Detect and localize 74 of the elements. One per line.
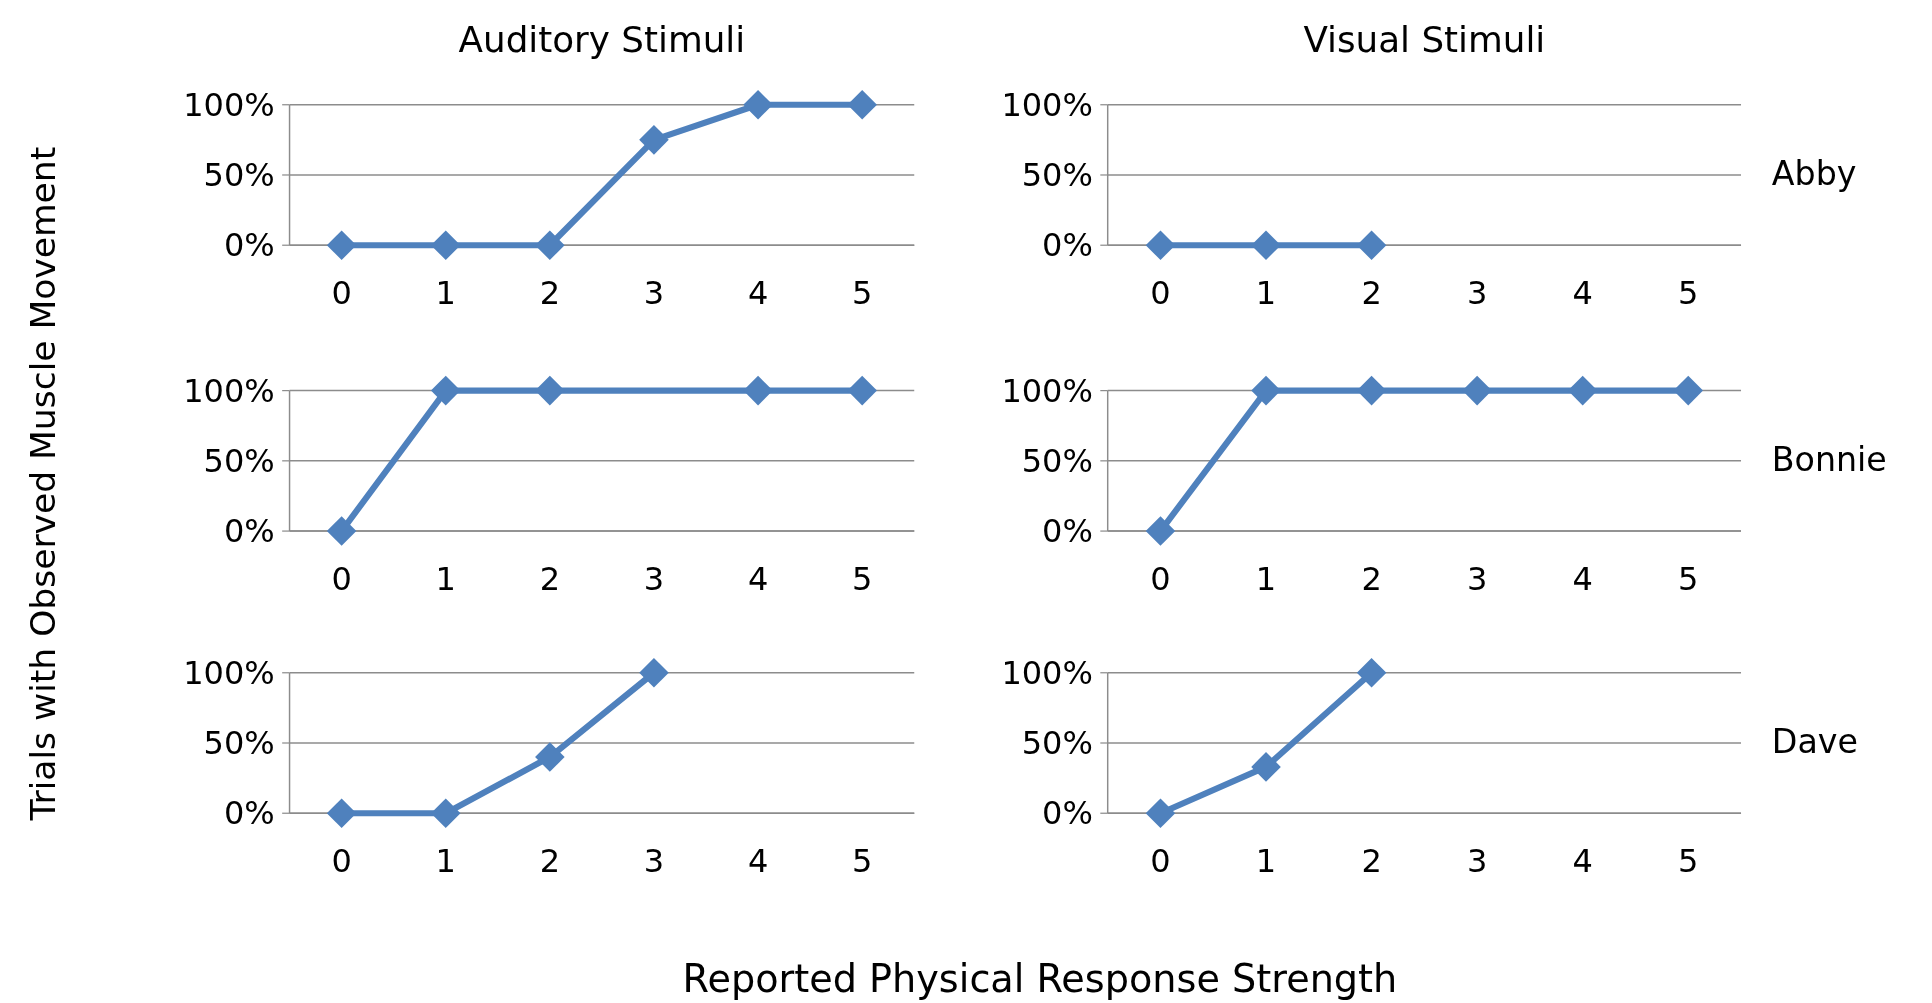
x-tick-label: 4	[1572, 560, 1593, 599]
x-tick-label: 4	[747, 842, 769, 881]
x-tick-label: 2	[539, 560, 561, 599]
point	[639, 657, 669, 688]
point	[326, 230, 357, 260]
x-tick-label: 0	[1150, 842, 1171, 881]
text: Bonnie	[1771, 439, 1887, 479]
x-tick-label: 5	[852, 274, 873, 313]
x-tick-label: 2	[1361, 842, 1382, 881]
point	[1251, 752, 1281, 782]
y-tick-label: 100%	[1001, 85, 1093, 124]
point	[1356, 657, 1387, 688]
chart-title: Auditory Stimuli	[458, 18, 746, 60]
point	[639, 125, 669, 155]
x-tick-label: 4	[1572, 842, 1593, 881]
point	[1145, 798, 1176, 829]
point	[430, 230, 461, 260]
x-tick-label: 4	[747, 274, 769, 313]
point	[430, 798, 461, 829]
x-axis-title: Reported Physical Response Strength	[682, 956, 1398, 1001]
y-tick-label: 0%	[1042, 226, 1093, 265]
x-tick-label: 5	[852, 842, 873, 881]
x-tick-label: 5	[1678, 842, 1699, 881]
y-axis-title: Trials with Observed Muscle Movement	[23, 146, 64, 822]
point	[535, 230, 565, 260]
x-tick-label: 2	[1361, 560, 1382, 599]
x-tick-label: 2	[1361, 274, 1382, 313]
x-tick-label: 3	[643, 274, 665, 313]
y-tick-label: 0%	[223, 794, 275, 833]
x-tick-label: 5	[852, 560, 873, 599]
y-tick-label: 0%	[223, 512, 275, 551]
point	[743, 89, 773, 120]
text: Dave	[1771, 721, 1858, 761]
point	[326, 798, 357, 829]
x-tick-label: 0	[331, 560, 352, 599]
y-tick-label: 0%	[1042, 512, 1093, 551]
x-tick-label: 0	[331, 842, 352, 881]
x-tick-label: 1	[1255, 274, 1277, 313]
y-tick-label: 100%	[1001, 371, 1093, 410]
x-tick-label: 3	[1466, 560, 1488, 599]
x-tick-label: 1	[435, 842, 456, 881]
text: Abby	[1771, 153, 1857, 193]
x-tick-label: 1	[435, 560, 456, 599]
y-tick-label: 50%	[203, 155, 275, 194]
x-tick-label: 2	[539, 842, 561, 881]
y-tick-label: 0%	[223, 226, 275, 265]
y-tick-label: 50%	[1021, 441, 1093, 480]
x-tick-label: 1	[1255, 842, 1277, 881]
y-tick-label: 100%	[183, 371, 275, 410]
x-tick-label: 5	[1678, 560, 1699, 599]
x-tick-label: 3	[1466, 274, 1488, 313]
y-tick-label: 100%	[183, 653, 275, 692]
x-tick-label: 1	[435, 274, 456, 313]
y-tick-label: 0%	[1042, 794, 1093, 833]
x-tick-label: 2	[539, 274, 561, 313]
x-tick-label: 0	[1150, 274, 1171, 313]
x-tick-label: 3	[643, 560, 665, 599]
y-tick-label: 100%	[1001, 653, 1093, 692]
x-tick-label: 3	[1466, 842, 1488, 881]
y-tick-label: 100%	[183, 85, 275, 124]
x-tick-label: 4	[1572, 274, 1593, 313]
point	[535, 742, 565, 772]
chart-title: Visual Stimuli	[1303, 18, 1546, 60]
y-tick-label: 50%	[203, 441, 275, 480]
x-tick-label: 4	[747, 560, 769, 599]
y-tick-label: 50%	[203, 724, 275, 762]
x-tick-label: 0	[1150, 560, 1171, 599]
y-tick-label: 50%	[1021, 155, 1093, 194]
x-tick-label: 5	[1678, 274, 1699, 313]
y-tick-label: 50%	[1021, 724, 1093, 762]
point	[847, 89, 877, 120]
x-tick-label: 3	[643, 842, 665, 881]
x-tick-label: 0	[331, 274, 352, 313]
x-tick-label: 1	[1255, 560, 1277, 599]
